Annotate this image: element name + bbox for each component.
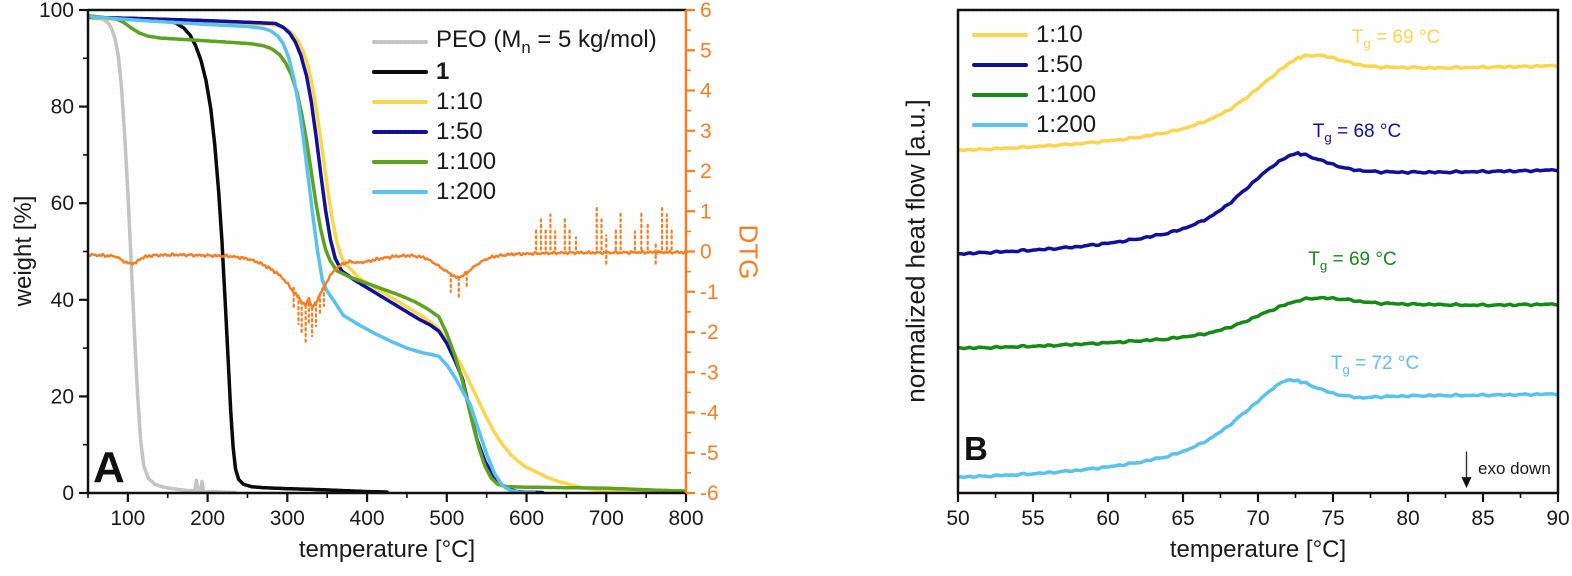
panel-b-plot: 50 55 60 65 70 75 80 85 90 [946, 8, 1570, 530]
panel-b-xtick-label: 55 [1021, 507, 1044, 530]
panel-a-dtg-tick-label: -5 [700, 442, 719, 465]
panel-a-legend-item-5: 1:200 [372, 177, 657, 207]
tg-label-1: Tg = 68 °C [1312, 121, 1402, 146]
panel-b-legend-item-2: 1:100 [972, 80, 1096, 110]
dsc-curve-1-200 [958, 378, 1558, 480]
panel-b-xtick-label: 75 [1321, 507, 1344, 530]
panel-a-xtick-label: 800 [668, 507, 703, 530]
panel-a-dtg-tick-label: 6 [700, 0, 712, 22]
legend-swatch [972, 123, 1028, 127]
legend-label: 1:10 [1036, 21, 1083, 48]
panel-a-dtg-tick-label: 1 [700, 200, 712, 223]
legend-label: 1 [436, 58, 450, 85]
panel-a-dtg-tick-label: 4 [700, 80, 712, 103]
panel-a-yaxis-title: weight [%] [10, 195, 37, 307]
legend-label: 1:50 [1036, 51, 1083, 78]
panel-a-ytick-label: 40 [51, 289, 74, 312]
panel-b-xtick-label: 50 [946, 507, 969, 530]
panel-b-xtick-label: 65 [1171, 507, 1194, 530]
legend-swatch [372, 40, 428, 44]
legend-label: 1:50 [436, 118, 483, 145]
panel-b-legend: 1:10 1:50 1:100 1:200 [972, 20, 1096, 140]
panel-b-legend-item-0: 1:10 [972, 20, 1096, 50]
panel-b-xtick-label: 85 [1471, 507, 1494, 530]
panel-b-xtick-label: 90 [1546, 507, 1569, 530]
panel-a-dtg-tick-label: 5 [700, 39, 712, 62]
panel-a-dtg-tick-label: -3 [700, 361, 719, 384]
panel-a-xtick-label: 400 [350, 507, 385, 530]
legend-swatch [972, 33, 1028, 37]
panel-a-curves [88, 14, 686, 493]
legend-swatch [372, 190, 428, 194]
panel-a-dtg-tick-label: -4 [700, 402, 719, 425]
legend-label: 1:100 [1036, 81, 1097, 108]
panel-a-letter: A [93, 443, 125, 492]
panel-a-dtg-tick-label: -2 [700, 321, 719, 344]
tg-label-3: Tg = 72 °C [1330, 353, 1420, 377]
dsc-curve-1-50 [958, 150, 1558, 257]
panel-b-curves [958, 53, 1558, 480]
legend-label: 1:100 [436, 148, 497, 175]
panel-b-xtick-label: 60 [1096, 507, 1119, 530]
panel-a-right-axis-title: DTG [733, 224, 764, 280]
legend-label: 1:200 [436, 178, 497, 205]
panel-a-dtg-tick-label: 2 [700, 160, 712, 183]
panel-b-xtick-label: 80 [1396, 507, 1419, 530]
panel-a-legend-item-0: PEO (Mn = 5 kg/mol) [372, 27, 657, 57]
panel-b-legend-item-1: 1:50 [972, 50, 1096, 80]
panel-a-dtg-tick-label: -1 [700, 281, 719, 304]
dsc-curve-1-100 [958, 295, 1558, 351]
panel-b-yaxis-title: normalized heat flow [a.u.] [900, 99, 931, 403]
tga-curve-1-100 [88, 14, 686, 493]
legend-swatch [372, 70, 428, 74]
legend-swatch [972, 93, 1028, 97]
panel-a-xtick-label: 500 [429, 507, 464, 530]
dsc-curve-1-10 [958, 53, 1558, 153]
panel-a-legend-item-4: 1:100 [372, 147, 657, 177]
legend-swatch [372, 130, 428, 134]
panel-a-xtick-label: 700 [589, 507, 624, 530]
panel-b-xaxis-title: temperature [°C] [1169, 536, 1347, 563]
panel-a-xtick-label: 100 [110, 507, 145, 530]
panel-a-ytick-label: 20 [51, 385, 74, 408]
panel-a-ytick-label: 0 [62, 482, 74, 505]
panel-a-legend-item-3: 1:50 [372, 117, 657, 147]
tg-label-0: Tg = 69 °C [1351, 27, 1441, 51]
panel-a-dtg-tick-label: 3 [700, 120, 712, 143]
panel-a-legend: PEO (Mn = 5 kg/mol) 1 1:10 1:50 1:100 1:200 [372, 27, 657, 207]
dtg-curve [88, 249, 686, 309]
legend-label: 1:200 [1036, 111, 1097, 138]
panel-a-dtg-tick-label: 0 [700, 241, 712, 264]
exo-down-arrowhead [1461, 477, 1472, 489]
legend-label: 1:10 [436, 88, 483, 115]
legend-swatch [372, 100, 428, 104]
panel-a-xaxis-title: temperature [°C] [298, 536, 476, 563]
legend-swatch [972, 63, 1028, 67]
exo-down-label: exo down [1478, 459, 1551, 478]
panel-b-legend-item-3: 1:200 [972, 110, 1096, 140]
panel-a-xtick-label: 300 [270, 507, 305, 530]
legend-label: PEO (Mn = 5 kg/mol) [436, 25, 657, 57]
panel-a-xtick-label: 200 [190, 507, 225, 530]
panel-a-ytick-label: 60 [51, 192, 74, 215]
legend-swatch [372, 160, 428, 164]
panel-a-plot-background [88, 10, 686, 493]
tga-curve-1-200 [88, 15, 537, 493]
panel-a-dtg-tick-label: -6 [700, 482, 719, 505]
panel-a-ytick-label: 80 [51, 96, 74, 119]
tga-curve-peo-mn-5-kg-mol- [88, 15, 238, 493]
panel-b-letter: B [964, 430, 988, 467]
panel-a-ytick-label: 100 [39, 0, 74, 22]
panel-b-xtick-label: 70 [1246, 507, 1269, 530]
panel-a-legend-item-2: 1:10 [372, 87, 657, 117]
panel-a-legend-item-1: 1 [372, 57, 657, 87]
panel-a-xtick-label: 600 [509, 507, 544, 530]
tg-label-2: Tg = 69 °C [1308, 249, 1397, 274]
